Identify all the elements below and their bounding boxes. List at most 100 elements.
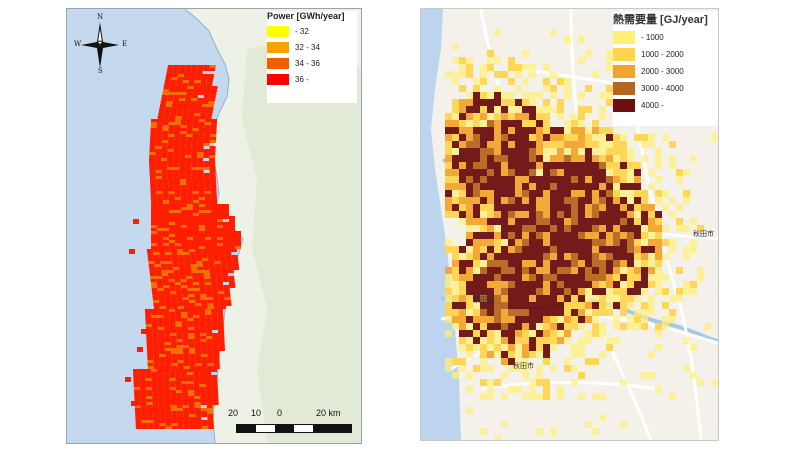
heat-cell	[501, 260, 508, 267]
wind-cell	[139, 378, 146, 381]
wind-cell	[165, 366, 172, 369]
wind-cell	[163, 89, 169, 92]
wind-cell	[200, 80, 207, 83]
wind-cell	[153, 249, 159, 252]
heat-cell	[473, 295, 480, 302]
wind-cell	[168, 125, 175, 128]
heat-cell	[522, 197, 529, 204]
wind-cell	[158, 342, 165, 345]
wind-cell	[194, 294, 201, 297]
heat-cell	[634, 176, 641, 183]
wind-cell	[194, 390, 201, 393]
heat-cell	[522, 218, 529, 225]
wind-cell	[199, 243, 205, 246]
wind-cell	[199, 225, 205, 228]
heat-cell	[452, 190, 459, 197]
wind-cell	[217, 228, 223, 231]
heat-cell	[480, 260, 487, 267]
wind-cell	[157, 315, 164, 318]
heat-cell	[459, 64, 466, 71]
wind-cell	[191, 68, 198, 71]
heat-cell	[459, 316, 466, 323]
heat-cell	[599, 155, 606, 162]
heat-cell	[522, 253, 529, 260]
heat-cell	[641, 211, 648, 218]
wind-cell	[181, 327, 188, 330]
wind-cell	[175, 321, 182, 324]
heat-cell	[480, 358, 487, 365]
wind-cell	[213, 366, 220, 369]
heat-cell	[599, 211, 606, 218]
heat-cell	[578, 295, 585, 302]
wind-cell	[208, 104, 214, 107]
heat-cell	[585, 169, 592, 176]
wind-cell	[210, 191, 217, 194]
heat-cell	[466, 106, 473, 113]
heat-cell	[655, 211, 662, 218]
wind-cell	[187, 219, 193, 222]
wind-cell	[146, 393, 153, 396]
heat-cell	[613, 204, 620, 211]
wind-cell	[160, 258, 167, 261]
wind-cell	[150, 282, 157, 285]
wind-cell	[212, 339, 219, 342]
wind-cell	[151, 384, 158, 387]
heat-cell	[606, 218, 613, 225]
wind-cell	[183, 252, 190, 255]
wind-cell	[225, 255, 232, 258]
wind-cell	[167, 140, 174, 143]
heat-cell	[494, 267, 501, 274]
wind-cell	[152, 345, 159, 348]
wind-cell	[187, 119, 193, 122]
heat-cell	[508, 365, 515, 372]
wind-cell	[196, 258, 203, 261]
heat-cell	[620, 302, 627, 309]
wind-cell	[141, 329, 147, 334]
wind-cell	[167, 68, 174, 71]
heat-cell	[564, 281, 571, 288]
heat-cell	[466, 288, 473, 295]
wind-cell	[187, 200, 194, 203]
heat-cell	[487, 288, 494, 295]
heat-cell	[543, 106, 550, 113]
wind-cell	[218, 291, 225, 294]
wind-cell	[187, 381, 194, 384]
heat-cell	[613, 197, 620, 204]
heat-cell	[445, 295, 452, 302]
heat-cell	[634, 197, 641, 204]
wind-cell	[168, 92, 175, 95]
heat-cell	[459, 197, 466, 204]
wind-cell	[159, 306, 166, 309]
wind-cell	[157, 372, 164, 375]
heat-cell	[473, 316, 480, 323]
heat-cell	[641, 274, 648, 281]
heat-cell	[501, 148, 508, 155]
wind-cell	[211, 200, 218, 203]
heat-cell	[585, 148, 592, 155]
heat-cell	[529, 260, 536, 267]
wind-cell	[207, 303, 214, 306]
heat-cell	[620, 204, 627, 211]
heat-cell	[578, 274, 585, 281]
wind-cell	[155, 164, 162, 167]
wind-cell	[235, 246, 241, 249]
wind-cell	[175, 234, 181, 237]
heat-cell	[501, 183, 508, 190]
heat-cell	[459, 365, 466, 372]
wind-cell	[159, 107, 166, 110]
wind-cell	[174, 197, 181, 200]
wind-cell	[158, 294, 165, 297]
wind-cell	[170, 345, 177, 348]
legend-item: 36 -	[267, 74, 357, 85]
heat-cell	[508, 176, 515, 183]
wind-cell	[170, 83, 177, 86]
heat-cell	[452, 155, 459, 162]
heat-cell	[466, 295, 473, 302]
wind-cell	[209, 98, 216, 101]
wind-cell	[188, 396, 195, 399]
wind-cell	[199, 86, 206, 89]
heat-cell	[501, 302, 508, 309]
wind-cell	[145, 324, 152, 327]
wind-cell	[181, 375, 188, 378]
wind-cell	[189, 426, 196, 429]
